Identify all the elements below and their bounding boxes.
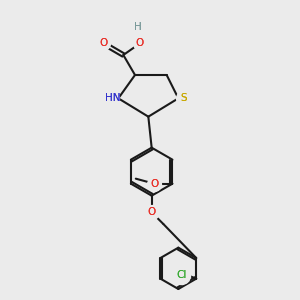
Text: O: O — [136, 38, 144, 48]
Text: S: S — [180, 93, 187, 103]
Text: HN: HN — [105, 93, 120, 103]
Text: O: O — [150, 179, 158, 189]
Text: O: O — [150, 179, 158, 189]
Text: O: O — [99, 38, 107, 48]
Text: O: O — [148, 207, 156, 217]
Text: O: O — [136, 38, 144, 48]
Text: O: O — [99, 38, 107, 48]
Text: Cl: Cl — [176, 270, 186, 280]
Text: S: S — [180, 93, 187, 103]
Text: H: H — [134, 22, 142, 32]
Text: O: O — [148, 207, 156, 217]
Text: Cl: Cl — [176, 270, 186, 280]
Text: HN: HN — [105, 93, 120, 103]
Text: H: H — [134, 22, 142, 32]
